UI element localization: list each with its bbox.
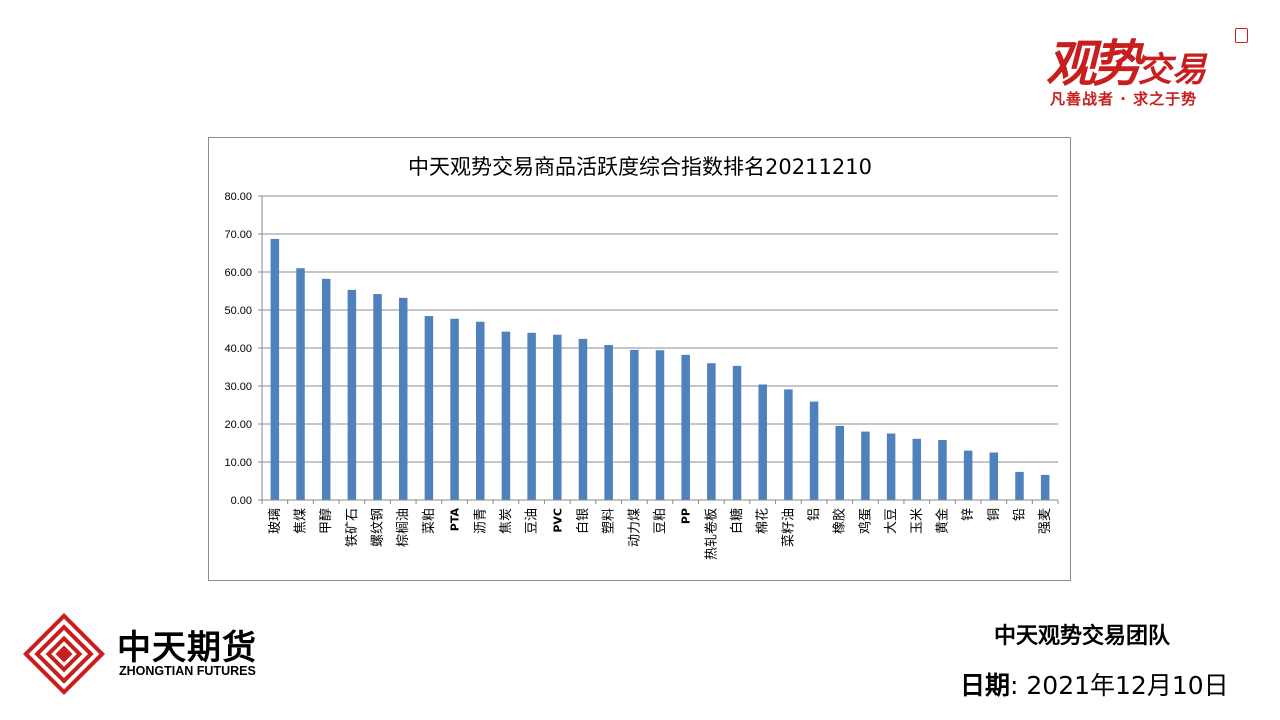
x-category-label: PTA	[449, 508, 462, 532]
brand-logo-sub: 交易	[1138, 50, 1206, 90]
date-separator: :	[1010, 671, 1019, 700]
y-axis-tick-labels: 0.00 10.00 20.00 30.00 40.00 50.00 60.00 70.00 8…	[224, 191, 262, 507]
x-category-label: 塑料	[602, 508, 617, 534]
y-tick-label: 70.00	[224, 229, 252, 241]
bar	[424, 316, 434, 500]
y-tick-label: 0.00	[231, 495, 252, 507]
x-category-label: 铝	[807, 508, 822, 521]
x-category-label: 豆粕	[653, 508, 668, 534]
bar	[989, 452, 999, 500]
bar	[604, 344, 613, 500]
bar	[270, 238, 280, 500]
chart-panel: 中天观势交易商品活跃度综合指数排名20211210 0.00 10.00 20.00…	[208, 137, 1071, 581]
x-category-label: 棕榈油	[396, 508, 411, 547]
bar	[809, 401, 819, 500]
y-tick-label: 10.00	[224, 457, 252, 469]
x-category-label: 焦煤	[294, 508, 309, 534]
company-logo: 中天期货 ZHONGTIAN FUTURES	[22, 612, 272, 698]
bar	[450, 318, 459, 500]
date-value: 2021年12月10日	[1026, 671, 1229, 700]
y-tick-label: 40.00	[224, 343, 252, 355]
x-category-label: 白银	[575, 508, 591, 534]
y-tick-label: 80.00	[224, 191, 252, 203]
bar	[861, 431, 870, 500]
x-category-label: PVC	[551, 508, 564, 533]
x-category-label: 鸡蛋	[857, 508, 873, 534]
x-category-label: 白糖	[729, 508, 745, 534]
bar	[630, 349, 639, 500]
y-tick-label: 30.00	[224, 381, 252, 393]
company-name-cn: 中天期货	[117, 628, 257, 668]
bar	[553, 334, 562, 500]
x-category-label: 甲醇	[318, 508, 334, 534]
x-category-label: 热轧卷板	[703, 508, 719, 560]
x-category-label: 沥青	[473, 508, 488, 534]
bar	[1015, 471, 1024, 500]
brand-seal-icon	[1235, 28, 1248, 43]
x-category-label: 铅	[1012, 508, 1027, 521]
x-axis-category-labels: 玻璃 焦煤 甲醇 铁矿石 螺纹钢 棕榈油 菜粕 PTA 沥青 焦炭 豆油 PVC 白银 塑料 动力煤 豆粕 PP…	[261, 500, 1059, 560]
bar	[578, 338, 588, 500]
bar	[527, 332, 536, 500]
bar	[938, 439, 947, 500]
date-label: 日期	[960, 671, 1011, 700]
x-category-label: PP	[680, 508, 693, 524]
brand-logo-text: 观势交易	[1046, 24, 1206, 96]
x-category-label: 橡胶	[832, 508, 848, 534]
x-category-label: 铜	[987, 508, 1002, 521]
bar	[373, 294, 382, 500]
bar	[732, 365, 742, 500]
bar	[963, 450, 973, 500]
chart-title: 中天观势交易商品活跃度综合指数排名20211210	[408, 155, 872, 179]
bar	[347, 289, 357, 500]
x-category-label: 铁矿石	[345, 508, 360, 547]
bar	[784, 389, 793, 500]
x-category-label: 黄金	[934, 508, 950, 534]
x-category-label: 棉花	[755, 508, 771, 534]
bar	[1040, 474, 1050, 500]
x-category-label: 豆油	[525, 508, 540, 534]
x-category-label: 菜粕	[422, 508, 437, 534]
y-tick-label: 20.00	[224, 419, 252, 431]
x-category-label: 焦炭	[499, 508, 514, 534]
bar	[758, 384, 767, 500]
bar	[398, 297, 408, 500]
bar	[835, 425, 844, 500]
bar	[321, 278, 331, 500]
brand-logo-main: 观势	[1046, 34, 1142, 93]
x-category-label: 锌	[961, 508, 976, 521]
x-category-label: 玉米	[910, 508, 925, 534]
x-category-label: 动力煤	[627, 508, 642, 547]
x-category-label: 螺纹钢	[371, 508, 386, 547]
brand-logo: 观势交易 凡善战者 · 求之于势	[1040, 22, 1250, 114]
bar	[501, 331, 511, 500]
company-emblem-icon	[22, 612, 106, 696]
bar-chart: 中天观势交易商品活跃度综合指数排名20211210 0.00 10.00 20.00…	[224, 155, 1059, 560]
y-tick-label: 50.00	[224, 305, 252, 317]
bar	[655, 350, 665, 500]
bar	[707, 363, 716, 500]
bar	[886, 433, 896, 500]
x-category-label: 菜籽油	[781, 508, 796, 547]
bar	[681, 354, 690, 500]
company-name-en: ZHONGTIAN FUTURES	[119, 664, 256, 678]
brand-slogan: 凡善战者 · 求之于势	[1050, 90, 1198, 108]
y-tick-label: 60.00	[224, 267, 252, 279]
bar	[296, 268, 305, 500]
x-category-label: 强麦	[1038, 508, 1053, 534]
team-name: 中天观势交易团队	[994, 624, 1171, 649]
x-category-label: 玻璃	[268, 508, 283, 534]
x-category-label: 大豆	[884, 508, 899, 534]
report-date: 日期: 2021年12月10日	[960, 666, 1229, 702]
bar	[476, 321, 485, 500]
bars	[270, 238, 1050, 500]
bar	[912, 438, 922, 500]
